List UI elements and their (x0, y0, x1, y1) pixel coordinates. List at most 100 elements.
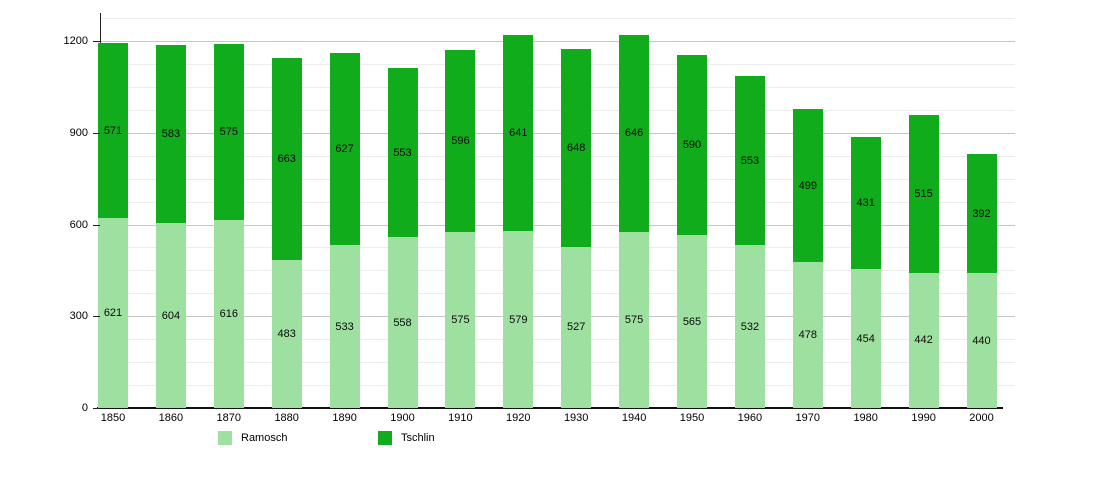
bar-segment-ramosch-1930 (561, 246, 592, 408)
bar-segment-ramosch-1860 (155, 223, 186, 408)
x-tick-label-1960: 1960 (737, 412, 763, 424)
y-axis-tick (93, 224, 100, 226)
minor-gridline (100, 86, 1015, 88)
x-tick-label-1980: 1980 (853, 412, 878, 424)
bar-value-label-ramosch-1950: 565 (682, 315, 702, 328)
bar-segment-ramosch-1950 (677, 235, 707, 408)
y-tick-label: 1200 (63, 35, 88, 47)
bar-segment-tschlin-1900 (387, 68, 418, 238)
bar-segment-ramosch-1940 (619, 232, 650, 408)
bar-segment-tschlin-1880 (271, 57, 302, 261)
bar-value-label-tschlin-1920: 641 (509, 126, 528, 139)
bar-segment-tschlin-2000 (966, 153, 997, 274)
bar-value-label-ramosch-1910: 575 (451, 314, 470, 327)
bar-value-label-tschlin-1850: 571 (103, 124, 123, 137)
y-tick-label: 600 (69, 218, 88, 231)
minor-gridline (100, 270, 1015, 272)
bar-value-label-ramosch-2000: 440 (972, 334, 991, 347)
bar-segment-ramosch-2000 (966, 273, 997, 408)
bar-segment-ramosch-1990 (908, 272, 939, 408)
bar-value-label-ramosch-1930: 527 (567, 321, 586, 334)
bar-value-label-ramosch-1940: 575 (624, 314, 644, 327)
bar-segment-ramosch-1890 (329, 245, 360, 408)
legend-item-tschlin: Tschlin (378, 431, 435, 445)
bar-segment-ramosch-1920 (503, 230, 534, 408)
bar-segment-tschlin-1910 (445, 49, 476, 233)
x-tick-label-1860: 1860 (158, 412, 184, 424)
x-tick-label-1940: 1940 (621, 412, 647, 424)
x-tick-label-1870: 1870 (216, 412, 242, 424)
x-tick-label-1900: 1900 (390, 412, 415, 424)
x-tick-label-1850: 1850 (100, 412, 126, 424)
bar-segment-ramosch-1970 (792, 261, 823, 408)
x-tick-label-1990: 1990 (911, 412, 936, 424)
legend-swatch-tschlin (378, 431, 392, 445)
bar-segment-tschlin-1870 (213, 43, 244, 220)
minor-gridline (100, 362, 1015, 364)
bar-segment-tschlin-1930 (561, 48, 592, 247)
minor-gridline (100, 109, 1015, 111)
bar-value-label-ramosch-1890: 533 (335, 320, 354, 333)
major-gridline (100, 41, 1015, 42)
y-axis-tick (93, 132, 100, 134)
minor-gridline (100, 339, 1015, 341)
bar-value-label-ramosch-1960: 532 (740, 320, 760, 333)
major-gridline (100, 224, 1015, 226)
bar-value-label-ramosch-1970: 478 (798, 328, 817, 341)
x-tick-label-1920: 1920 (506, 412, 531, 424)
x-tick-label-1930: 1930 (563, 412, 589, 424)
x-tick-label-2000: 2000 (969, 412, 994, 424)
bar-segment-ramosch-1880 (271, 260, 302, 408)
bar-value-label-tschlin-1960: 553 (740, 154, 760, 167)
minor-gridline (100, 293, 1015, 295)
bar-segment-ramosch-1980 (850, 269, 881, 408)
minor-gridline (100, 18, 1015, 20)
bar-segment-ramosch-1850 (98, 218, 128, 408)
bar-segment-ramosch-1900 (387, 237, 418, 408)
x-tick-label-1950: 1950 (679, 412, 705, 424)
bar-value-label-tschlin-1980: 431 (856, 197, 875, 210)
y-axis-tick (93, 408, 100, 409)
bar-value-label-ramosch-1920: 579 (509, 313, 528, 326)
bar-segment-tschlin-1980 (850, 137, 881, 270)
bar-value-label-ramosch-1880: 483 (277, 328, 296, 341)
bar-segment-tschlin-1850 (98, 43, 128, 218)
legend-label-tschlin: Tschlin (401, 432, 435, 444)
bar-value-label-tschlin-1940: 646 (624, 127, 644, 140)
x-tick-label-1880: 1880 (274, 412, 299, 424)
minor-gridline (100, 178, 1015, 180)
bar-value-label-tschlin-2000: 392 (972, 207, 991, 220)
bar-segment-tschlin-1970 (792, 109, 823, 262)
minor-gridline (100, 247, 1015, 249)
legend-item-ramosch: Ramosch (218, 431, 287, 445)
bar-value-label-ramosch-1990: 442 (914, 334, 933, 347)
x-axis-line (97, 407, 1003, 409)
bar-value-label-tschlin-1860: 583 (161, 128, 181, 141)
x-tick-label-1970: 1970 (795, 412, 821, 424)
bar-value-label-tschlin-1910: 596 (451, 135, 470, 147)
bar-segment-ramosch-1910 (445, 232, 476, 408)
x-tick-label-1890: 1890 (332, 412, 357, 424)
bar-value-label-ramosch-1900: 558 (393, 316, 412, 329)
bar-segment-tschlin-1950 (677, 54, 707, 236)
legend-swatch-ramosch (218, 431, 232, 445)
bar-value-label-ramosch-1860: 604 (161, 309, 181, 322)
bar-value-label-tschlin-1870: 575 (219, 125, 238, 138)
bar-value-label-ramosch-1980: 454 (856, 332, 875, 345)
minor-gridline (100, 63, 1015, 65)
bar-value-label-tschlin-1990: 515 (914, 188, 933, 201)
y-tick-label: 300 (69, 310, 88, 323)
major-gridline (100, 316, 1015, 318)
y-axis-tick (93, 316, 100, 318)
y-tick-label: 0 (81, 402, 88, 414)
minor-gridline (100, 201, 1015, 203)
bar-value-label-tschlin-1950: 590 (682, 139, 702, 151)
bar-value-label-ramosch-1870: 616 (219, 307, 238, 320)
y-tick-label: 900 (69, 126, 88, 139)
bar-segment-tschlin-1890 (329, 53, 360, 245)
bar-value-label-tschlin-1880: 663 (277, 152, 296, 165)
major-gridline (100, 132, 1015, 134)
bar-value-label-tschlin-1970: 499 (798, 179, 817, 192)
y-axis-tick (93, 41, 100, 42)
bar-value-label-tschlin-1930: 648 (567, 141, 586, 154)
